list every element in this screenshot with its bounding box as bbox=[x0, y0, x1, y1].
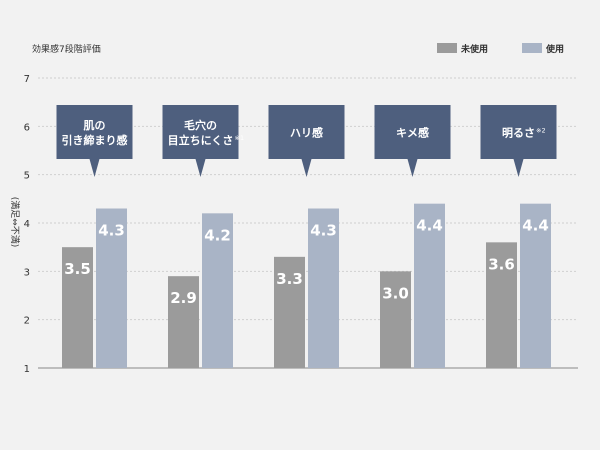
bar-used bbox=[96, 208, 127, 368]
y-tick-label: 7 bbox=[24, 74, 30, 85]
bar-unused bbox=[62, 247, 93, 368]
bar-unused bbox=[486, 242, 517, 368]
chart-title: 効果感7段階評価 bbox=[32, 43, 101, 55]
data-label: 3.3 bbox=[276, 270, 303, 288]
category-callout: ハリ感 bbox=[268, 105, 345, 177]
callout-box bbox=[374, 105, 451, 177]
callout-label: 肌の bbox=[83, 118, 106, 132]
callout-label: 目立ちにくさ bbox=[168, 133, 234, 147]
callout-box bbox=[480, 105, 557, 177]
bar-unused bbox=[274, 256, 305, 368]
legend-label-used: 使用 bbox=[545, 43, 564, 55]
callout-box bbox=[162, 105, 239, 177]
y-tick-label: 1 bbox=[24, 364, 30, 375]
category-callout: キメ感 bbox=[374, 105, 451, 177]
data-label: 4.3 bbox=[98, 222, 125, 240]
legend-label-unused: 未使用 bbox=[460, 43, 488, 55]
y-axis: 1 2 3 4 5 6 7 bbox=[24, 74, 30, 375]
callout-label: 明るさ bbox=[502, 127, 535, 140]
callout-label: キメ感 bbox=[396, 126, 429, 140]
callout-label: 毛穴の bbox=[184, 118, 217, 132]
legend-swatch-used bbox=[522, 43, 542, 53]
y-tick-label: 3 bbox=[24, 267, 30, 278]
bars: 3.5 4.3 2.9 4.2 3.3 4.3 3.0 4.4 3.6 4.4 bbox=[62, 203, 551, 368]
data-label: 4.4 bbox=[416, 217, 443, 235]
data-label: 2.9 bbox=[170, 289, 197, 307]
data-label: 4.3 bbox=[310, 222, 337, 240]
callout-note: ※1 bbox=[235, 134, 245, 142]
legend-swatch-unused bbox=[437, 43, 457, 53]
callout-box bbox=[268, 105, 345, 177]
bar-used bbox=[202, 213, 233, 368]
y-tick-label: 4 bbox=[24, 219, 30, 230]
callout-label: ハリ感 bbox=[290, 126, 323, 140]
data-label: 4.2 bbox=[204, 226, 231, 244]
y-axis-label: (満足⇔不満) bbox=[9, 197, 20, 248]
data-label: 3.5 bbox=[64, 260, 91, 278]
bar-unused bbox=[380, 271, 411, 368]
data-label: 4.4 bbox=[522, 217, 549, 235]
data-label: 3.0 bbox=[382, 284, 409, 302]
legend: 未使用 使用 bbox=[437, 43, 564, 55]
bar-used bbox=[308, 208, 339, 368]
y-tick-label: 5 bbox=[24, 171, 30, 182]
callout-label: 引き締まり感 bbox=[62, 133, 128, 147]
y-tick-label: 6 bbox=[24, 122, 30, 133]
bar-unused bbox=[168, 276, 199, 368]
bar-used bbox=[520, 203, 551, 368]
callout-box bbox=[56, 105, 133, 177]
callout-note: ※2 bbox=[536, 127, 546, 135]
data-label: 3.6 bbox=[488, 255, 515, 273]
category-callout: 明るさ ※2 bbox=[480, 105, 557, 177]
bar-used bbox=[414, 203, 445, 368]
y-tick-label: 2 bbox=[24, 316, 30, 327]
